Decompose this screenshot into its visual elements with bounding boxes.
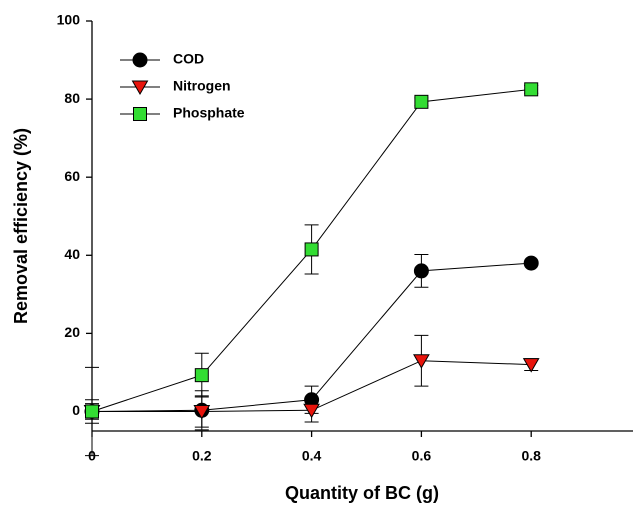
y-tick-label: 40 [64, 246, 80, 262]
legend-label: Phosphate [173, 105, 245, 121]
data-point [522, 358, 540, 373]
data-point [85, 404, 99, 419]
legend-label: Nitrogen [173, 78, 231, 94]
data-point [304, 242, 319, 257]
data-point [524, 82, 539, 97]
data-point [194, 368, 209, 383]
y-tick-label: 80 [64, 90, 80, 106]
y-tick-label: 0 [72, 402, 80, 418]
x-axis-label: Quantity of BC (g) [285, 483, 439, 503]
x-tick-label: 0.6 [412, 448, 432, 464]
data-point [303, 403, 320, 419]
x-tick-label: 0.4 [302, 448, 322, 464]
legend-marker [131, 80, 149, 96]
legend-marker [132, 52, 148, 68]
data-point [523, 255, 539, 271]
data-point [414, 94, 429, 109]
data-point [413, 263, 429, 279]
legend-marker [133, 107, 147, 121]
data-point [413, 354, 430, 369]
legend-label: COD [173, 51, 204, 67]
y-axis-label: Removal efficiency (%) [11, 128, 31, 324]
y-tick-label: 20 [64, 324, 80, 340]
x-tick-label: 0.2 [192, 448, 212, 464]
x-tick-label: 0.8 [521, 448, 541, 464]
y-tick-label: 100 [57, 12, 81, 28]
y-tick-label: 60 [64, 168, 80, 184]
data-point [193, 404, 211, 420]
